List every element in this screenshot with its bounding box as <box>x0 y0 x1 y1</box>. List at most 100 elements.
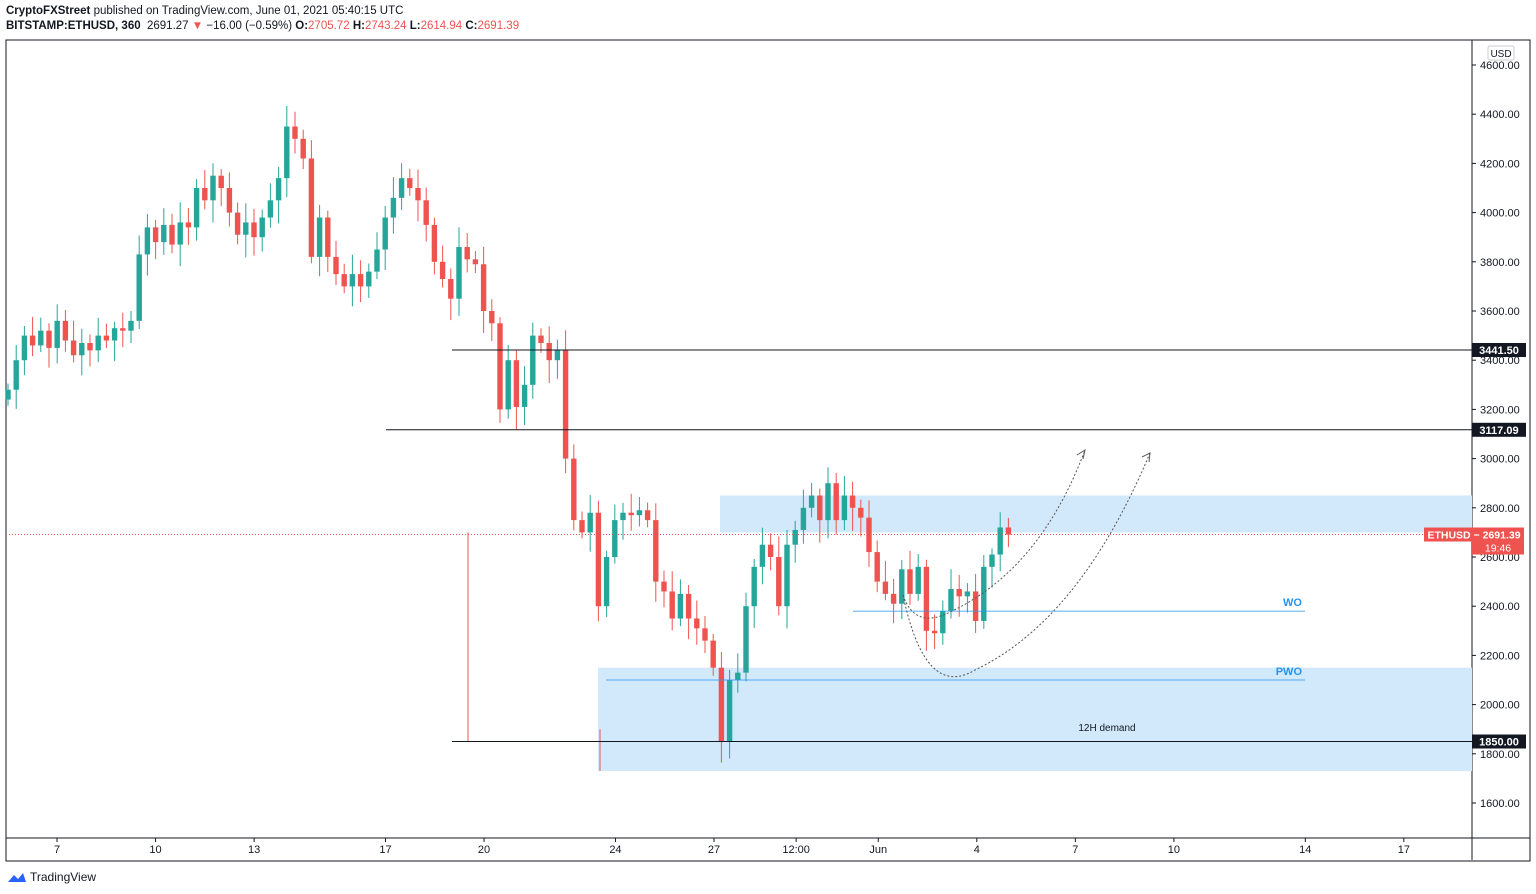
candle-up <box>759 544 766 567</box>
arrowhead-icon <box>1141 452 1151 463</box>
x-tick-label: 20 <box>478 844 490 856</box>
candle-up <box>382 217 388 250</box>
currency-box <box>1487 45 1515 61</box>
candle-up <box>13 360 19 390</box>
candle-down <box>333 256 339 275</box>
countdown-label: 19:46 <box>1485 543 1511 555</box>
high: 2743.24 <box>364 20 407 32</box>
y-tick-label: 4000.00 <box>1480 208 1520 220</box>
candle-down <box>694 618 700 629</box>
candle-down <box>546 342 552 361</box>
candle-down <box>300 138 306 159</box>
y-tick-label: 2400.00 <box>1480 601 1520 613</box>
candle-up <box>349 274 356 287</box>
candle-down <box>571 458 577 521</box>
open-line-label: WO <box>1283 597 1302 609</box>
ohlc-legend: BITSTAMP:ETHUSD, 360 2691.27 ▼ −16.00 (−… <box>6 20 519 32</box>
candle-up <box>825 483 831 521</box>
x-tick-label: Jun <box>869 844 887 856</box>
candle-down <box>628 512 634 516</box>
candle-up <box>726 680 733 742</box>
level-label: 1850.00 <box>1479 737 1519 749</box>
candle-up <box>989 554 995 567</box>
candle-up <box>111 328 118 341</box>
candle-down <box>595 512 602 607</box>
candle-down <box>152 227 159 243</box>
y-tick-label: 2800.00 <box>1480 503 1520 515</box>
candle-up <box>79 342 85 356</box>
x-tick-label: 12:00 <box>782 844 810 856</box>
candle-down <box>103 335 110 341</box>
candle-down <box>882 581 889 594</box>
tradingview-logo-icon <box>8 873 26 882</box>
candle-up <box>144 227 151 255</box>
candle-down <box>497 323 503 410</box>
y-tick-label: 3400.00 <box>1480 355 1520 367</box>
chart-frame <box>5 39 1531 862</box>
y-tick-label: 2200.00 <box>1480 650 1520 662</box>
candle-up <box>54 320 60 348</box>
close: 2691.39 <box>477 20 520 32</box>
candle-down <box>29 335 36 346</box>
candle-down <box>169 224 175 245</box>
publish-info: CryptoFXStreet published on TradingView.… <box>6 5 403 17</box>
candle-up <box>964 591 971 597</box>
candle-down <box>513 360 520 407</box>
candle-up <box>751 566 757 607</box>
tradingview-logo[interactable]: TradingView <box>8 870 96 884</box>
candle-down <box>956 588 962 597</box>
y-tick-label: 2000.00 <box>1480 700 1520 712</box>
candle-down <box>251 222 257 238</box>
candle-up <box>505 360 511 410</box>
symbol: BITSTAMP:ETHUSD, 360 <box>6 20 141 32</box>
candle-down <box>325 217 331 257</box>
down-arrow-icon: ▼ <box>191 20 204 32</box>
x-tick-label: 17 <box>379 844 391 856</box>
low: 2614.94 <box>420 20 463 32</box>
candle-down <box>448 279 454 299</box>
candle-down <box>489 311 495 324</box>
candle-up <box>981 566 987 621</box>
candle-up <box>915 566 921 594</box>
x-tick-label: 10 <box>149 844 161 856</box>
candle-up <box>800 507 807 530</box>
candle-up <box>38 330 44 346</box>
x-tick-label: 17 <box>1398 844 1410 856</box>
y-tick-label: 1800.00 <box>1480 749 1520 761</box>
candle-down <box>923 566 930 631</box>
o-label: O: <box>295 20 309 32</box>
candle-up <box>677 593 684 619</box>
candle-down <box>817 495 823 521</box>
candle-up <box>948 588 954 612</box>
candle-down <box>776 557 782 607</box>
candle-up <box>612 520 618 557</box>
brand-text: TradingView <box>30 870 97 884</box>
candle-up <box>636 510 643 516</box>
candle-up <box>284 126 290 179</box>
x-tick-label: 10 <box>1168 844 1180 856</box>
author[interactable]: CryptoFXStreet <box>6 5 91 17</box>
candle-down <box>972 591 979 621</box>
candle-up <box>390 197 397 218</box>
candle-up <box>743 606 749 673</box>
candle-down <box>308 158 315 257</box>
candle-up <box>997 527 1003 555</box>
x-tick-label: 14 <box>1299 844 1311 856</box>
candle-up <box>521 384 528 407</box>
candle-up <box>530 335 536 385</box>
candle-up <box>808 495 815 508</box>
level-badge <box>1472 734 1526 749</box>
candle-up <box>275 178 282 201</box>
candle-down <box>718 667 725 742</box>
level-label: 3441.50 <box>1479 345 1519 357</box>
open-line-label: PWO <box>1276 666 1303 678</box>
candle-up <box>792 529 798 545</box>
candle-up <box>5 389 11 400</box>
candle-up <box>456 247 462 299</box>
candle-down <box>292 126 298 139</box>
h-label: H: <box>352 20 365 32</box>
candle-down <box>218 175 224 188</box>
candle-down <box>70 340 77 356</box>
candle-up <box>620 512 626 521</box>
